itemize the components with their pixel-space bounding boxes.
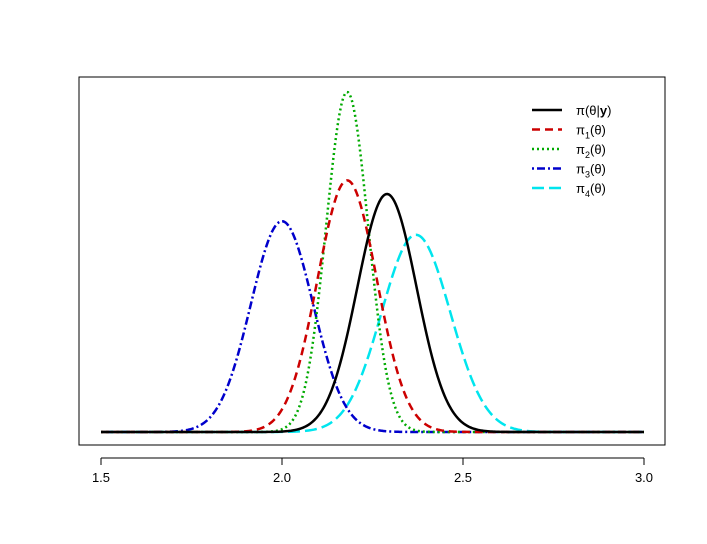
- series-curves: [101, 90, 644, 434]
- x-tick-label: 1.5: [92, 470, 110, 485]
- x-tick-label: 2.5: [454, 470, 472, 485]
- series-line-prior-3: [101, 219, 644, 434]
- legend: π(θ|y) π1(θ)π2(θ) π3(θ)π4(θ): [532, 103, 611, 199]
- legend-label: π3(θ): [576, 162, 606, 180]
- series-line-posterior: [101, 192, 644, 434]
- x-tick-label: 3.0: [635, 470, 653, 485]
- legend-label: π2(θ): [576, 142, 606, 160]
- legend-label: π(θ|y): [576, 103, 611, 118]
- x-axis: 1.5 2.0 2.5 3.0: [92, 457, 653, 485]
- plot-frame: [78, 76, 666, 446]
- legend-label: π1(θ): [576, 123, 606, 141]
- series-line-prior-2: [101, 90, 644, 434]
- x-tick-label: 2.0: [273, 470, 291, 485]
- legend-label: π4(θ): [576, 181, 606, 199]
- x-ticks: 1.5 2.0 2.5 3.0: [92, 458, 653, 485]
